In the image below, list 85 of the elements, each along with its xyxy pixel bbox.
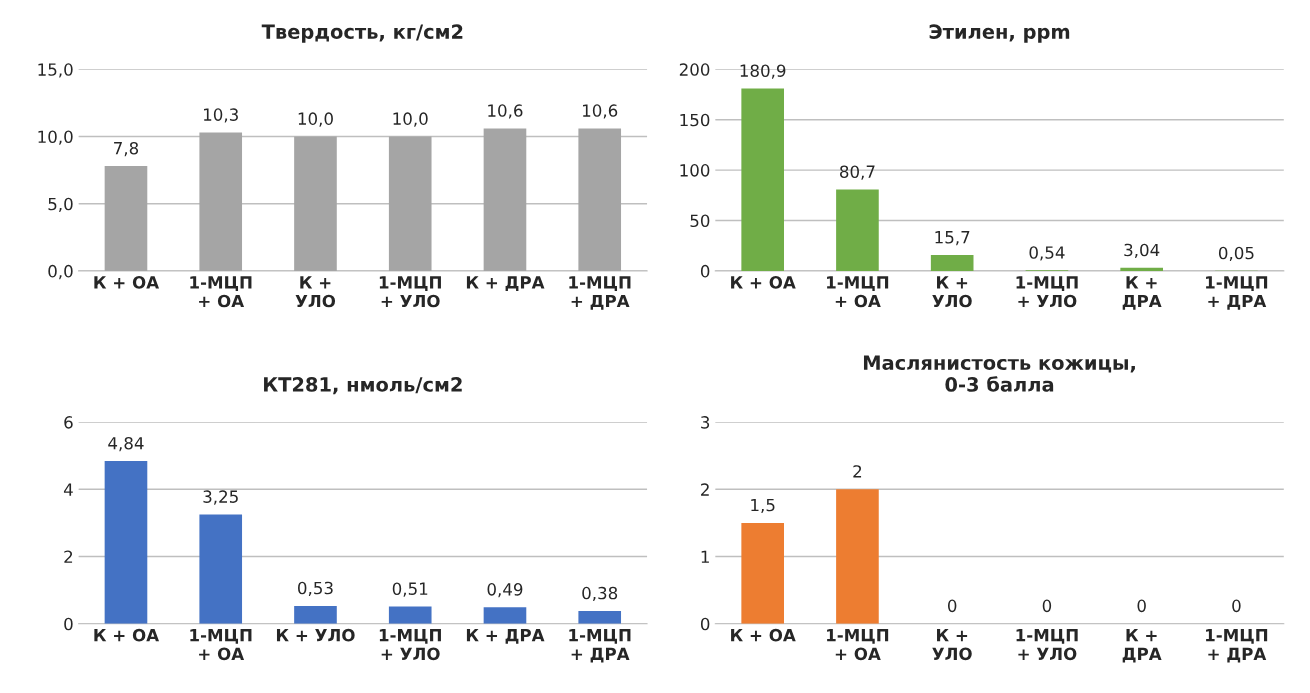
y-tick-label: 2 [701, 483, 709, 496]
x-tick-label: К + ОА [731, 628, 796, 642]
x-tick-label: К + ДРА [1122, 629, 1162, 663]
y-tick-label: 0,0 [48, 264, 73, 280]
y-tick-label: 15,0 [38, 63, 73, 78]
y-tick-label: 0 [64, 617, 73, 631]
x-tick-label: К + ОА [731, 276, 796, 289]
x-tick-label: К + УЛО [276, 628, 355, 642]
bar [741, 88, 784, 271]
x-tick-label: К + ДРА [466, 629, 545, 644]
x-tick-label: 1-МЦП + ДРА [1206, 629, 1268, 663]
data-label: 15,7 [935, 231, 970, 246]
data-label: 0 [1232, 599, 1241, 613]
y-tick-label: 1 [701, 550, 709, 563]
x-tick-label: К + УЛО [932, 629, 972, 661]
bar [388, 606, 432, 624]
bar [930, 255, 974, 271]
bar [1120, 267, 1163, 271]
y-tick-label: 6 [64, 416, 73, 429]
chart-title: Маслянистость кожицы, 0-3 балла [863, 355, 1135, 392]
bar [104, 461, 148, 624]
y-tick-label: 4 [63, 483, 73, 496]
bar [199, 132, 243, 271]
bar [294, 605, 337, 624]
bar [199, 514, 243, 624]
x-tick-label: 1-МЦП + ДРА [1206, 276, 1268, 310]
x-tick-label: К + ОА [94, 628, 160, 642]
bar [483, 607, 527, 624]
data-label: 180,9 [740, 64, 786, 79]
x-tick-label: 1-МЦП + УЛО [379, 276, 441, 308]
chart-title: Этилен, ppm [929, 24, 1070, 43]
y-tick-label: 2 [64, 550, 73, 563]
data-label: 2 [853, 465, 862, 478]
data-label: 1,5 [751, 498, 775, 514]
x-tick-label: 1-МЦП + УЛО [379, 629, 441, 661]
data-label: 0,51 [392, 582, 428, 597]
y-tick-label: 3 [701, 416, 710, 429]
data-label: 10,6 [582, 104, 618, 119]
bar [294, 136, 337, 271]
x-tick-label: К + УЛО [295, 276, 336, 308]
bar [104, 166, 148, 271]
data-label: 10,3 [204, 108, 238, 123]
x-tick-label: 1-МЦП + ОА [190, 276, 252, 308]
bar [578, 128, 622, 271]
y-tick-label: 50 [690, 214, 710, 228]
y-tick-label: 0 [700, 617, 710, 631]
data-label: 10,0 [298, 112, 333, 127]
x-tick-label: 1-МЦП + ОА [190, 629, 252, 661]
chart-title: Твердость, кг/см2 [261, 24, 463, 43]
x-tick-label: К + УЛО [932, 276, 972, 308]
x-tick-label: К + ДРА [1122, 276, 1162, 310]
x-tick-label: 1-МЦП + ДРА [569, 629, 631, 663]
y-tick-label: 10,0 [38, 130, 73, 145]
data-label: 10,6 [488, 104, 523, 119]
bar [483, 128, 527, 271]
y-tick-label: 0 [700, 264, 710, 278]
data-label: 4,84 [108, 436, 144, 452]
data-label: 0,38 [582, 586, 618, 602]
x-tick-label: 1-МЦП + УЛО [1016, 276, 1078, 308]
bar [388, 136, 432, 271]
y-tick-label: 100 [680, 164, 710, 177]
data-label: 7,8 [114, 141, 139, 157]
x-tick-label: 1-МЦП + ОА [827, 629, 889, 661]
data-label: 0 [1137, 599, 1146, 613]
bar [836, 189, 879, 271]
data-label: 0 [1042, 599, 1052, 613]
data-label: 3,25 [203, 490, 238, 505]
data-label: 0,53 [298, 581, 333, 597]
y-tick-label: 5,0 [48, 197, 73, 212]
x-tick-label: К + ДРА [466, 276, 545, 292]
data-label: 0 [947, 599, 957, 613]
data-label: 0,05 [1218, 246, 1254, 261]
x-tick-label: 1-МЦП + ОА [827, 276, 889, 308]
y-tick-label: 200 [679, 63, 710, 76]
data-label: 3,04 [1124, 243, 1160, 258]
x-tick-label: К + ОА [94, 276, 160, 289]
x-tick-label: 1-МЦП + УЛО [1016, 629, 1078, 661]
x-tick-label: 1-МЦП + ДРА [569, 276, 631, 310]
chart-title: КТ281, нмоль/см2 [264, 377, 462, 395]
data-label: 0,54 [1029, 246, 1065, 261]
data-label: 80,7 [840, 165, 875, 180]
data-label: 0,49 [487, 583, 523, 598]
data-label: 10,0 [393, 112, 428, 127]
y-tick-label: 150 [680, 113, 710, 127]
bar [578, 610, 622, 624]
